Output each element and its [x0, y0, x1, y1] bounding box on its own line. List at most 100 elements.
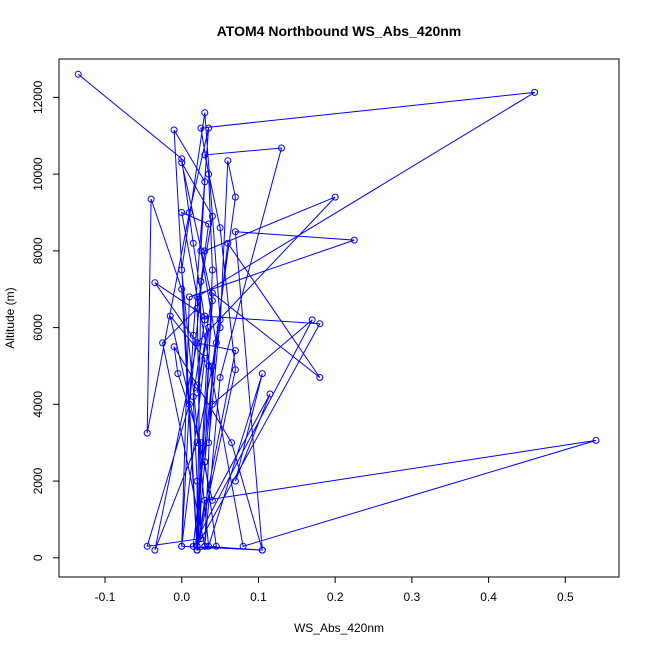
data-point — [185, 293, 193, 301]
data-point — [331, 193, 339, 201]
y-axis-label: Altitude (m) — [3, 287, 17, 348]
data-point — [201, 354, 209, 362]
data-point — [147, 195, 155, 203]
data-point — [201, 312, 209, 320]
data-point — [316, 320, 324, 328]
data-point — [197, 535, 205, 543]
data-point — [201, 316, 209, 324]
y-axis: 0 2000 4000 6000 8000 10000 12000 — [31, 80, 60, 561]
y-tick-label: 4000 — [31, 391, 45, 418]
data-point — [208, 400, 216, 408]
y-tick-label: 8000 — [31, 237, 45, 264]
data-point — [592, 436, 600, 444]
x-tick-label: 0.1 — [250, 590, 267, 604]
data-point — [143, 542, 151, 550]
data-point — [228, 439, 236, 447]
data-point — [231, 193, 239, 201]
data-point — [201, 247, 209, 255]
x-tick-label: 0.5 — [557, 590, 574, 604]
data-point — [193, 381, 201, 389]
data-point — [193, 477, 201, 485]
data-point — [208, 362, 216, 370]
data-point — [201, 458, 209, 466]
series-line — [77, 73, 597, 551]
data-layer — [74, 70, 600, 554]
x-tick-label: 0.4 — [480, 590, 497, 604]
y-tick-label: 6000 — [31, 314, 45, 341]
x-axis-label: WS_Abs_420nm — [294, 621, 384, 635]
data-point — [170, 343, 178, 351]
plot-frame — [58, 58, 620, 578]
y-tick-label: 0 — [31, 554, 45, 561]
data-point — [231, 477, 239, 485]
data-point — [208, 289, 216, 297]
y-tick-label: 12000 — [31, 80, 45, 114]
data-point — [201, 178, 209, 186]
data-point — [212, 339, 220, 347]
data-point — [201, 542, 209, 550]
data-point — [143, 429, 151, 437]
data-point — [212, 542, 220, 550]
data-point — [197, 247, 205, 255]
data-point — [205, 324, 213, 332]
data-point — [316, 374, 324, 381]
data-point — [193, 439, 201, 447]
data-point — [531, 88, 539, 96]
data-point — [189, 331, 197, 339]
data-point — [151, 546, 159, 554]
x-axis: -0.1 0.0 0.1 0.2 0.3 0.4 0.5 — [95, 576, 574, 604]
data-point — [216, 316, 224, 324]
x-tick-label: 0.2 — [327, 590, 344, 604]
data-point — [201, 109, 209, 117]
data-point — [189, 542, 197, 550]
data-point — [205, 439, 213, 447]
data-point — [258, 370, 266, 378]
data-point — [208, 297, 216, 305]
data-point — [178, 209, 186, 216]
data-point — [224, 239, 232, 247]
data-point — [197, 278, 205, 285]
data-point — [308, 316, 316, 324]
data-point — [224, 157, 232, 165]
data-point — [159, 339, 167, 347]
x-tick-label: -0.1 — [95, 590, 116, 604]
data-point — [205, 220, 213, 228]
data-point — [208, 212, 216, 220]
data-point — [178, 542, 186, 550]
data-point — [205, 362, 213, 370]
data-point — [266, 390, 274, 398]
data-point — [151, 279, 159, 287]
data-point — [205, 124, 213, 132]
data-point — [189, 239, 197, 247]
data-point — [350, 236, 358, 244]
data-point — [231, 347, 239, 355]
data-point — [178, 285, 186, 293]
x-tick-label: 0.0 — [173, 590, 190, 604]
data-point — [197, 124, 205, 132]
data-point — [193, 546, 201, 554]
data-point — [201, 496, 209, 504]
data-point — [231, 366, 239, 374]
data-point — [278, 144, 285, 152]
data-point — [193, 304, 201, 312]
data-point — [197, 439, 205, 447]
data-point — [193, 389, 201, 397]
data-point — [208, 496, 216, 504]
data-point — [185, 400, 193, 408]
data-point — [174, 370, 182, 378]
data-point — [178, 159, 186, 167]
data-point — [216, 324, 224, 332]
data-point — [74, 70, 82, 78]
chart-title: ATOM4 Northbound WS_Abs_420nm — [217, 23, 462, 39]
x-tick-label: 0.3 — [404, 590, 421, 604]
data-point — [193, 542, 201, 550]
data-point — [216, 374, 224, 381]
data-point — [166, 312, 174, 320]
data-point — [205, 170, 213, 178]
data-point — [205, 542, 213, 550]
data-point — [193, 339, 201, 347]
data-point — [216, 224, 224, 232]
y-tick-label: 2000 — [31, 467, 45, 494]
data-point — [178, 266, 186, 274]
